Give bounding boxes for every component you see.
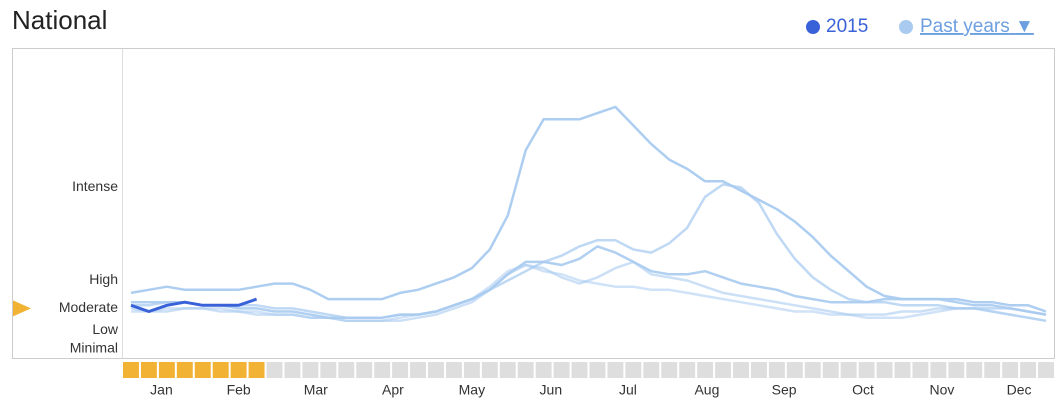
legend-dot — [899, 20, 913, 34]
y-tick-label: Low — [92, 321, 119, 337]
x-tick-label: Sep — [772, 382, 797, 398]
y-tick-label: Minimal — [70, 339, 118, 355]
week-cell — [140, 362, 157, 378]
week-cell — [894, 362, 911, 378]
week-cell — [410, 362, 427, 378]
x-tick-label: Jun — [540, 382, 563, 398]
week-cell — [858, 362, 875, 378]
series-line — [131, 183, 1047, 319]
x-tick-label: Dec — [1007, 382, 1032, 398]
y-tick-label: Intense — [72, 178, 118, 194]
x-tick-label: Feb — [227, 382, 251, 398]
week-cell — [158, 362, 175, 378]
x-tick-label: Apr — [382, 382, 404, 398]
week-cell — [768, 362, 785, 378]
week-cell — [733, 362, 749, 378]
week-cell — [589, 362, 606, 378]
week-cell — [822, 362, 839, 378]
week-cell — [356, 362, 373, 378]
week-cell — [302, 362, 319, 378]
week-cell — [643, 362, 660, 378]
week-cell — [481, 362, 498, 378]
series-line — [130, 105, 1047, 313]
x-tick-label: Aug — [694, 382, 719, 398]
legend-dot — [806, 20, 820, 34]
week-cell — [284, 362, 301, 378]
week-cell — [571, 362, 588, 378]
week-cell — [499, 362, 516, 378]
week-cell — [607, 362, 624, 378]
week-cell — [912, 362, 929, 378]
week-cell — [984, 362, 1001, 378]
week-cell — [697, 362, 714, 378]
week-cell — [248, 362, 265, 378]
week-cell — [786, 362, 803, 378]
week-cell — [392, 362, 409, 378]
week-cell — [553, 362, 570, 378]
plot-frame — [12, 48, 1055, 359]
week-cell — [876, 362, 893, 378]
week-cell — [320, 362, 337, 378]
week-cell — [194, 362, 211, 378]
week-cell — [176, 362, 193, 378]
week-cell — [374, 362, 391, 378]
x-tick-label: Oct — [852, 382, 874, 398]
week-cell — [679, 362, 696, 378]
week-cell — [1020, 362, 1037, 378]
week-cell — [948, 362, 965, 378]
current-level-marker — [13, 300, 31, 317]
week-cell — [804, 362, 821, 378]
week-cell — [517, 362, 534, 378]
y-tick-label: Moderate — [59, 299, 118, 315]
week-cell — [266, 362, 283, 378]
series-line — [131, 263, 1047, 323]
week-cell — [212, 362, 229, 378]
series-line — [130, 297, 258, 313]
week-cell — [428, 362, 444, 378]
x-tick-label: Mar — [304, 382, 328, 398]
x-tick-label: Jul — [619, 382, 637, 398]
week-cell — [661, 362, 678, 378]
x-tick-label: Jan — [150, 382, 173, 398]
legend-link[interactable]: Past years ▼ — [920, 16, 1034, 37]
week-cell — [123, 362, 139, 378]
x-tick-label: May — [459, 382, 485, 398]
legend-label[interactable]: Past years — [920, 16, 1010, 37]
dropdown-arrow[interactable]: ▼ — [1015, 16, 1034, 37]
week-cell — [966, 362, 983, 378]
week-cell — [1038, 362, 1054, 378]
chart-title: National — [12, 5, 107, 35]
week-cell — [715, 362, 732, 378]
series-line — [131, 245, 1047, 319]
week-cell — [338, 362, 355, 378]
week-cell — [230, 362, 247, 378]
week-cell — [840, 362, 857, 378]
week-cell — [930, 362, 947, 378]
week-cell — [1002, 362, 1019, 378]
week-cell — [463, 362, 480, 378]
legend-label: 2015 — [826, 16, 868, 37]
y-tick-label: High — [89, 271, 118, 287]
x-tick-label: Nov — [930, 382, 955, 398]
week-cell — [625, 362, 642, 378]
week-cell — [750, 362, 767, 378]
week-cell — [445, 362, 462, 378]
week-cell — [535, 362, 552, 378]
